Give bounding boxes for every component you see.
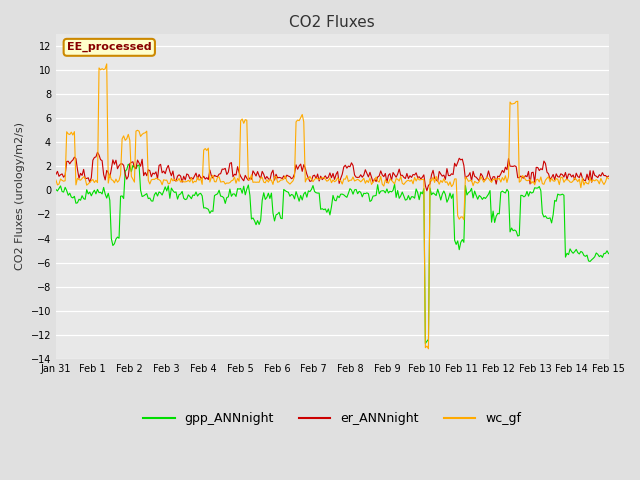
gpp_ANNnight xyxy=(120,196,127,202)
gpp_ANNnight xyxy=(295,198,303,204)
er_ANNnight xyxy=(246,175,253,181)
gpp_ANNnight xyxy=(577,249,585,254)
wc_gf xyxy=(605,176,612,181)
gpp_ANNnight xyxy=(52,187,60,192)
Y-axis label: CO2 Fluxes (urology/m2/s): CO2 Fluxes (urology/m2/s) xyxy=(15,122,25,270)
gpp_ANNnight xyxy=(246,192,253,198)
wc_gf xyxy=(577,185,585,191)
gpp_ANNnight xyxy=(605,251,612,256)
wc_gf xyxy=(295,118,303,123)
wc_gf xyxy=(237,118,244,123)
wc_gf xyxy=(122,137,129,143)
er_ANNnight xyxy=(122,171,129,177)
wc_gf xyxy=(52,177,60,183)
Line: er_ANNnight: er_ANNnight xyxy=(56,152,609,191)
Text: EE_processed: EE_processed xyxy=(67,42,152,52)
Title: CO2 Fluxes: CO2 Fluxes xyxy=(289,15,375,30)
er_ANNnight xyxy=(295,163,303,169)
gpp_ANNnight xyxy=(422,341,429,347)
gpp_ANNnight xyxy=(237,186,244,192)
wc_gf xyxy=(218,179,226,185)
gpp_ANNnight xyxy=(124,161,132,167)
er_ANNnight xyxy=(218,166,226,172)
er_ANNnight xyxy=(605,173,612,179)
er_ANNnight xyxy=(237,173,244,179)
wc_gf xyxy=(103,61,111,67)
wc_gf xyxy=(424,346,432,352)
er_ANNnight xyxy=(577,170,585,176)
Line: wc_gf: wc_gf xyxy=(56,64,609,349)
wc_gf xyxy=(246,177,253,183)
gpp_ANNnight xyxy=(218,193,226,199)
Line: gpp_ANNnight: gpp_ANNnight xyxy=(56,164,609,344)
er_ANNnight xyxy=(423,188,431,193)
er_ANNnight xyxy=(93,149,101,155)
er_ANNnight xyxy=(52,171,60,177)
Legend: gpp_ANNnight, er_ANNnight, wc_gf: gpp_ANNnight, er_ANNnight, wc_gf xyxy=(138,408,526,431)
